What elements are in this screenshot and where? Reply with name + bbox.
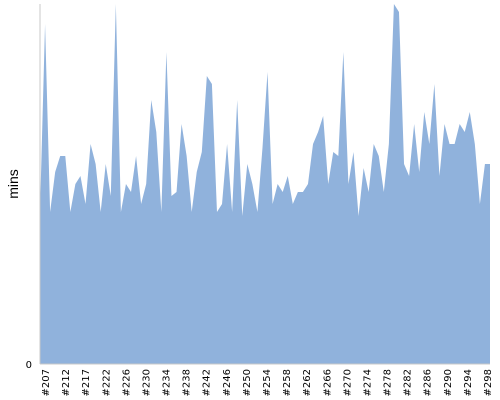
x-tick-label: #270 (342, 369, 353, 396)
x-tick-label: #250 (242, 369, 253, 396)
plot-area (39, 4, 490, 365)
y-tick-label: 0 (26, 360, 32, 371)
x-tick-label: #274 (363, 369, 374, 396)
x-tick-label: #217 (81, 369, 92, 396)
series-area (40, 4, 490, 364)
x-tick-label: #207 (41, 369, 52, 396)
x-tick-label: #234 (162, 369, 173, 396)
x-tick-label: #242 (202, 369, 213, 396)
x-tick-label: #298 (483, 369, 494, 396)
x-tick-label: #258 (282, 369, 293, 396)
y-axis-ticks: 0 (26, 360, 32, 371)
x-tick-label: #212 (61, 369, 72, 396)
y-axis-label: mins (5, 169, 21, 199)
x-tick-label: #262 (302, 369, 313, 396)
x-tick-label: #238 (182, 369, 193, 396)
x-tick-label: #254 (262, 369, 273, 396)
x-tick-label: #290 (443, 369, 454, 396)
x-tick-label: #286 (423, 369, 434, 396)
x-tick-label: #282 (403, 369, 414, 396)
x-tick-label: #230 (142, 369, 153, 396)
x-tick-label: #226 (121, 369, 132, 396)
x-tick-label: #266 (322, 369, 333, 396)
x-axis-ticks: #207 #212 #217 #222 #226 #230 #234 #238 #242 #246… (41, 369, 494, 396)
x-tick-label: #246 (222, 369, 233, 396)
x-tick-label: #222 (101, 369, 112, 396)
x-tick-label: #294 (463, 369, 474, 396)
x-tick-label: #278 (383, 369, 394, 396)
